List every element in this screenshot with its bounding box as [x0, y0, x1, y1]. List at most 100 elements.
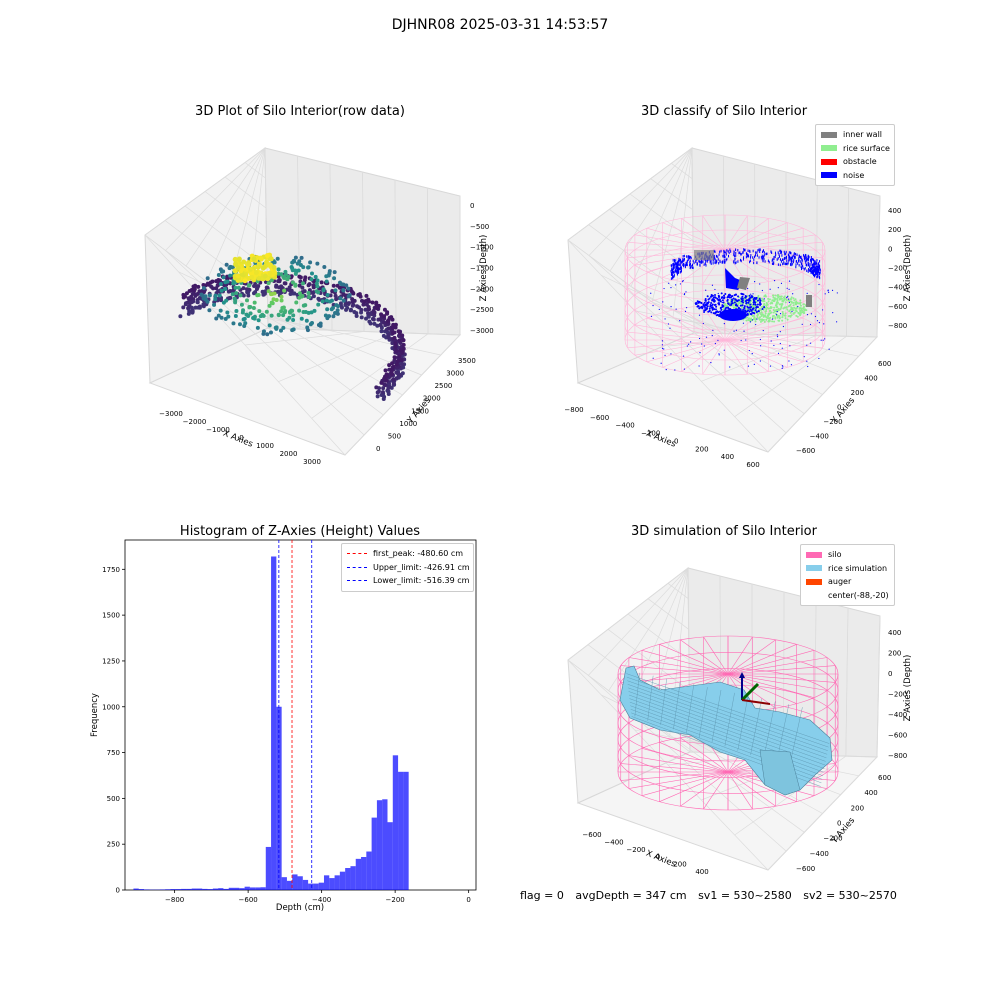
- silo-spoke: [727, 639, 776, 675]
- noise-point: [771, 251, 773, 254]
- noise-point: [701, 343, 703, 345]
- noise-point: [733, 260, 735, 264]
- legend-swatch: [806, 592, 822, 598]
- noise-point: [675, 265, 677, 269]
- histogram-bar: [181, 888, 187, 890]
- data-point: [191, 299, 196, 304]
- histogram-bar: [376, 800, 383, 890]
- noise-point: [711, 303, 714, 306]
- tick-label: 400: [721, 453, 734, 461]
- data-point: [198, 296, 203, 301]
- noise-point: [773, 257, 775, 261]
- noise-point: [679, 320, 681, 322]
- surface-mesh: [698, 687, 708, 738]
- data-point: [277, 279, 282, 284]
- x-tick-label: −200: [386, 896, 405, 904]
- data-point: [297, 259, 302, 264]
- noise-point: [754, 309, 757, 312]
- noise-point: [704, 306, 707, 309]
- noise-point: [704, 299, 707, 302]
- noise-point: [792, 254, 794, 258]
- noise-point: [676, 263, 678, 267]
- data-point: [226, 314, 231, 319]
- noise-point: [730, 303, 733, 306]
- noise-point: [673, 266, 675, 269]
- noise-point: [803, 356, 805, 358]
- noise-point: [710, 311, 713, 314]
- noise-point: [698, 365, 700, 367]
- data-point: [269, 313, 274, 318]
- noise-point: [717, 311, 720, 314]
- noise-point: [753, 258, 755, 261]
- tick-label: −3000: [159, 410, 183, 418]
- legend-swatch: [821, 172, 837, 179]
- data-point: [397, 354, 402, 359]
- grid-line: [634, 310, 756, 335]
- noise-point: [760, 345, 762, 347]
- noise-point: [775, 253, 777, 257]
- noise-point: [720, 292, 723, 295]
- noise-point: [747, 287, 749, 290]
- noise-point: [672, 263, 674, 266]
- noise-point: [813, 259, 815, 263]
- noise-point: [650, 292, 652, 294]
- tick-label: 0: [656, 853, 660, 861]
- noise-point: [786, 262, 788, 266]
- noise-point: [817, 266, 819, 269]
- noise-point: [677, 267, 679, 270]
- rice-point: [795, 314, 798, 317]
- noise-point: [761, 257, 763, 261]
- noise-point: [725, 306, 728, 309]
- y-tick-label: 0: [116, 887, 120, 895]
- histogram-bar: [271, 556, 277, 890]
- noise-point: [792, 293, 794, 295]
- noise-point: [773, 344, 775, 347]
- noise-point: [718, 295, 721, 298]
- data-point: [374, 385, 379, 390]
- rice-point: [784, 312, 787, 315]
- noise-point: [780, 260, 782, 263]
- noise-point: [743, 306, 746, 309]
- noise-point: [746, 305, 749, 308]
- rice-point: [799, 312, 802, 315]
- rice-point: [804, 308, 807, 311]
- data-point: [232, 257, 238, 263]
- data-point: [207, 308, 212, 313]
- plot1-title: 3D Plot of Silo Interior(row data): [195, 104, 405, 119]
- noise-point: [817, 268, 819, 272]
- silo-spoke: [724, 339, 769, 372]
- rice-point: [759, 320, 762, 323]
- silo-spoke: [620, 763, 729, 773]
- noise-point: [740, 252, 742, 256]
- noise-point: [816, 268, 818, 271]
- histogram-bar: [355, 858, 362, 890]
- noise-point: [759, 360, 761, 362]
- data-point: [297, 283, 302, 288]
- noise-point: [683, 368, 686, 370]
- noise-point: [818, 275, 820, 279]
- legend-label: silo: [828, 550, 842, 560]
- noise-point: [683, 264, 685, 268]
- noise-point: [788, 254, 790, 257]
- histogram-bar: [403, 771, 409, 890]
- data-point: [212, 302, 217, 307]
- tick-label: −400: [888, 284, 907, 292]
- silo-spoke: [724, 249, 804, 273]
- silo-spoke: [627, 339, 726, 349]
- data-point: [181, 305, 186, 310]
- tick-label: −200: [641, 430, 660, 438]
- noise-point: [836, 292, 838, 294]
- noise-point: [801, 266, 803, 270]
- data-point: [309, 310, 314, 315]
- noise-point: [713, 296, 716, 298]
- noise-point: [678, 267, 680, 271]
- rice-point: [786, 308, 789, 311]
- noise-point: [804, 267, 806, 270]
- noise-point: [802, 264, 804, 268]
- data-point: [332, 276, 337, 281]
- noise-point: [712, 329, 714, 331]
- silo-spoke: [659, 644, 729, 675]
- rice-point: [786, 318, 789, 321]
- noise-point: [777, 287, 779, 289]
- noise-point: [755, 311, 758, 314]
